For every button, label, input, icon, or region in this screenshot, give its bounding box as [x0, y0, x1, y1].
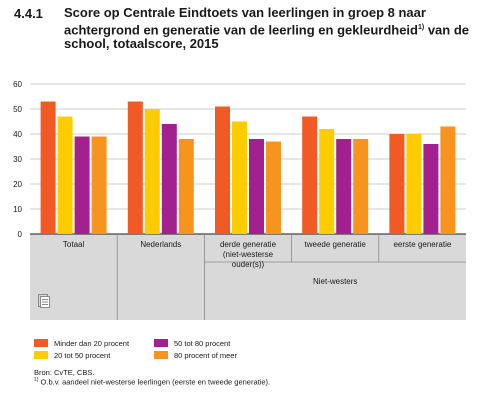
- bar: [319, 129, 335, 234]
- bar: [215, 106, 230, 234]
- y-tick-label: 10: [13, 205, 22, 214]
- x-category-label: Nederlands: [140, 240, 181, 249]
- bar-chart: 0 10 20 30 40 50 60 Totaal Nederlands derde gener…: [13, 80, 466, 320]
- chart-title: Score op Centrale Eindtoets van leerling…: [64, 5, 474, 52]
- legend-item: 20 tot 50 procent: [34, 351, 110, 360]
- x-category-label: ouder(s)): [232, 260, 265, 269]
- source-note: Bron: CvTE, CBS.: [34, 368, 95, 377]
- bar: [353, 139, 369, 234]
- bar: [232, 121, 247, 234]
- bar: [57, 116, 73, 234]
- bar: [144, 109, 160, 234]
- group-label: Niet-westers: [313, 277, 357, 286]
- document-icon: [38, 294, 50, 313]
- x-category-label: tweede generatie: [305, 240, 367, 249]
- legend-label: 20 tot 50 procent: [54, 351, 111, 360]
- title-footnote-marker: 1): [417, 23, 425, 31]
- bar: [389, 134, 405, 234]
- legend-label: 80 procent of meer: [174, 351, 237, 360]
- legend-item: 50 tot 80 procent: [154, 339, 230, 348]
- x-category-label: derde generatie: [220, 240, 277, 249]
- title-rest: van de school, totaalscore, 2015: [64, 21, 470, 52]
- bar: [40, 101, 56, 234]
- bar: [440, 126, 456, 234]
- bar: [266, 141, 281, 234]
- footnote-text: O.b.v. aandeel niet-westerse leerlingen …: [40, 377, 271, 387]
- legend-label: 50 tot 80 procent: [174, 339, 231, 348]
- y-tick-label: 40: [13, 130, 22, 139]
- category-panel: [30, 234, 466, 320]
- figure-number: 4.4.1: [14, 6, 43, 21]
- bar: [423, 144, 439, 234]
- bar: [406, 134, 422, 234]
- legend-swatch: [154, 339, 168, 347]
- bar: [74, 136, 90, 234]
- bar: [336, 139, 352, 234]
- x-category-label: Totaal: [63, 240, 85, 249]
- y-tick-label: 60: [13, 80, 22, 89]
- bar: [127, 101, 143, 234]
- legend-item: 80 procent of meer: [154, 351, 237, 360]
- y-tick-label: 0: [18, 230, 23, 239]
- bar: [91, 136, 107, 234]
- x-category-label: (niet-westerse: [223, 250, 274, 259]
- footnote-marker: 1): [34, 377, 39, 383]
- legend-label: Minder dan 20 procent: [54, 339, 130, 348]
- bar: [302, 116, 318, 234]
- y-tick-label: 50: [13, 105, 22, 114]
- footnote: 1) O.b.v. aandeel niet-westerse leerling…: [34, 377, 270, 387]
- legend-swatch: [154, 351, 168, 359]
- title-main: Score op Centrale Eindtoets van leerling…: [64, 5, 426, 37]
- y-tick-label: 30: [13, 155, 22, 164]
- bar: [161, 124, 177, 234]
- x-category-label: eerste generatie: [393, 240, 451, 249]
- bar: [178, 139, 194, 234]
- legend-swatch: [34, 339, 48, 347]
- bar: [249, 139, 264, 234]
- legend-item: Minder dan 20 procent: [34, 339, 129, 348]
- legend-swatch: [34, 351, 48, 359]
- y-tick-label: 20: [13, 180, 22, 189]
